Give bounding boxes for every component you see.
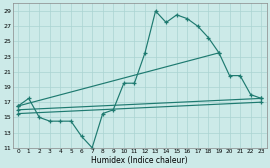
- X-axis label: Humidex (Indice chaleur): Humidex (Indice chaleur): [91, 156, 188, 164]
